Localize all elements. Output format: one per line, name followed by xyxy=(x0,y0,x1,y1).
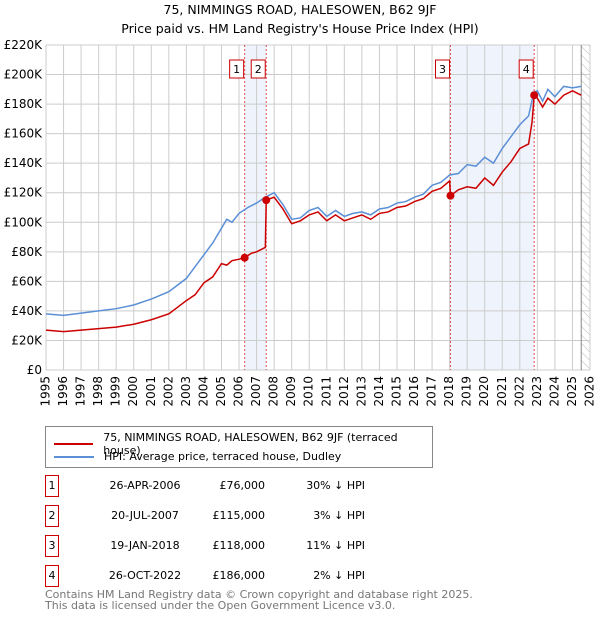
x-tick-label: 2024 xyxy=(547,376,561,407)
shaded-period xyxy=(450,45,535,370)
x-tick-label: 2009 xyxy=(284,376,298,407)
x-tick-label: 2018 xyxy=(442,376,456,407)
y-tick-label: £0 xyxy=(27,363,42,377)
sale-date: 20-JUL-2007 xyxy=(111,509,179,522)
sale-point xyxy=(530,91,539,100)
x-tick-label: 2004 xyxy=(196,376,210,407)
x-tick-label: 2026 xyxy=(583,376,597,407)
footer-line: This data is licensed under the Open Gov… xyxy=(45,599,396,612)
legend-item-property: 75, NIMMINGS ROAD, HALESOWEN, B62 9JF (t… xyxy=(54,431,432,457)
sale-label-box xyxy=(229,59,245,79)
sale-row: 4 26-OCT-2022 £186,000 2% ↓ HPI xyxy=(45,565,375,587)
sale-hpi-diff: 11% ↓ HPI xyxy=(306,539,365,552)
sale-date: 19-JAN-2018 xyxy=(110,539,180,552)
x-tick-label: 2015 xyxy=(389,376,403,407)
sale-number-badge: 4 xyxy=(45,565,59,587)
sale-number-badge: 2 xyxy=(45,505,59,527)
chart-subtitle: Price paid vs. HM Land Registry's House … xyxy=(121,21,479,36)
legend-swatch xyxy=(54,443,94,445)
x-tick-label: 2023 xyxy=(530,376,544,407)
legend-label: HPI: Average price, terraced house, Dudl… xyxy=(104,450,342,463)
sale-label-box xyxy=(518,59,534,79)
x-tick-label: 1997 xyxy=(74,376,88,407)
sale-label: 4 xyxy=(523,63,530,76)
sale-row: 3 19-JAN-2018 £118,000 11% ↓ HPI xyxy=(45,535,375,557)
legend: 75, NIMMINGS ROAD, HALESOWEN, B62 9JF (t… xyxy=(45,426,433,468)
x-tick-label: 2001 xyxy=(144,376,158,407)
x-tick-label: 2011 xyxy=(319,376,333,407)
price-paid-line xyxy=(45,89,582,333)
x-tick-label: 2019 xyxy=(460,376,474,407)
legend-item-hpi: HPI: Average price, terraced house, Dudl… xyxy=(54,450,341,463)
y-tick-label: £100K xyxy=(4,215,44,229)
sale-row: 2 20-JUL-2007 £115,000 3% ↓ HPI xyxy=(45,505,375,527)
sale-point xyxy=(240,253,249,262)
y-tick-label: £160K xyxy=(4,127,44,141)
sale-price: £186,000 xyxy=(212,569,266,582)
sale-price: £118,000 xyxy=(212,539,266,552)
sale-number-badge: 3 xyxy=(45,535,59,557)
x-tick-label: 2017 xyxy=(425,376,439,407)
x-tick-label: 1999 xyxy=(109,376,123,407)
sale-date: 26-APR-2006 xyxy=(109,479,181,492)
sale-hpi-diff: 30% ↓ HPI xyxy=(306,479,365,492)
y-tick-label: £200K xyxy=(4,68,44,82)
y-tick-label: £180K xyxy=(4,97,44,111)
sale-hpi-diff: 3% ↓ HPI xyxy=(313,509,365,522)
x-tick-label: 2002 xyxy=(161,376,175,407)
sale-label-box xyxy=(250,59,266,79)
footer-line: Contains HM Land Registry data © Crown c… xyxy=(45,588,473,601)
y-tick-label: £60K xyxy=(11,274,43,288)
legend-swatch xyxy=(54,455,94,458)
sale-hpi-diff: 2% ↓ HPI xyxy=(313,569,365,582)
x-tick-label: 2014 xyxy=(372,376,386,407)
y-tick-label: £20K xyxy=(11,333,43,347)
y-tick-label: £120K xyxy=(4,186,44,200)
x-tick-label: 1995 xyxy=(39,376,53,407)
x-tick-label: 2022 xyxy=(512,376,526,407)
x-tick-label: 2006 xyxy=(232,376,246,407)
sale-label: 3 xyxy=(439,63,446,76)
x-tick-label: 2013 xyxy=(354,376,368,407)
price-chart: 1995 1996 1997 1998 1999 2000 2001 2002 2003 2004… xyxy=(4,38,597,407)
y-tick-label: £40K xyxy=(11,304,43,318)
chart-title: 75, NIMMINGS ROAD, HALESOWEN, B62 9JF xyxy=(163,2,437,17)
x-tick-label: 1996 xyxy=(56,376,70,407)
y-tick-label: £220K xyxy=(4,38,44,52)
x-tick-label: 2012 xyxy=(337,376,351,407)
hpi-line xyxy=(45,85,582,317)
sale-point xyxy=(446,191,455,200)
x-tick-label: 2020 xyxy=(477,376,491,407)
shaded-period xyxy=(244,45,267,370)
sale-price: £76,000 xyxy=(219,479,266,492)
sale-price: £115,000 xyxy=(212,509,266,522)
x-tick-label: 2021 xyxy=(495,376,509,407)
x-tick-label: 2008 xyxy=(267,376,281,407)
x-tick-label: 2003 xyxy=(179,376,193,407)
legend-label: 75, NIMMINGS ROAD, HALESOWEN, B62 9JF (t… xyxy=(103,431,398,457)
forecast-hatch xyxy=(581,45,590,370)
footer: Contains HM Land Registry data © Crown c… xyxy=(45,589,473,611)
x-tick-label: 1998 xyxy=(91,376,105,407)
sale-date: 26-OCT-2022 xyxy=(108,569,182,582)
sale-label-box xyxy=(434,59,450,79)
sale-point xyxy=(262,196,271,205)
sale-number-badge: 1 xyxy=(45,475,59,497)
x-tick-label: 2005 xyxy=(214,376,228,407)
y-tick-label: £80K xyxy=(11,245,43,259)
x-tick-label: 2000 xyxy=(126,376,140,407)
sale-label: 2 xyxy=(255,63,262,76)
y-tick-label: £140K xyxy=(4,156,44,170)
x-tick-label: 2010 xyxy=(302,376,316,407)
sale-row: 1 26-APR-2006 £76,000 30% ↓ HPI xyxy=(45,475,375,497)
sale-label: 1 xyxy=(233,63,240,76)
x-tick-label: 2016 xyxy=(407,376,421,407)
x-tick-label: 2007 xyxy=(249,376,263,407)
x-tick-label: 2025 xyxy=(565,376,579,407)
